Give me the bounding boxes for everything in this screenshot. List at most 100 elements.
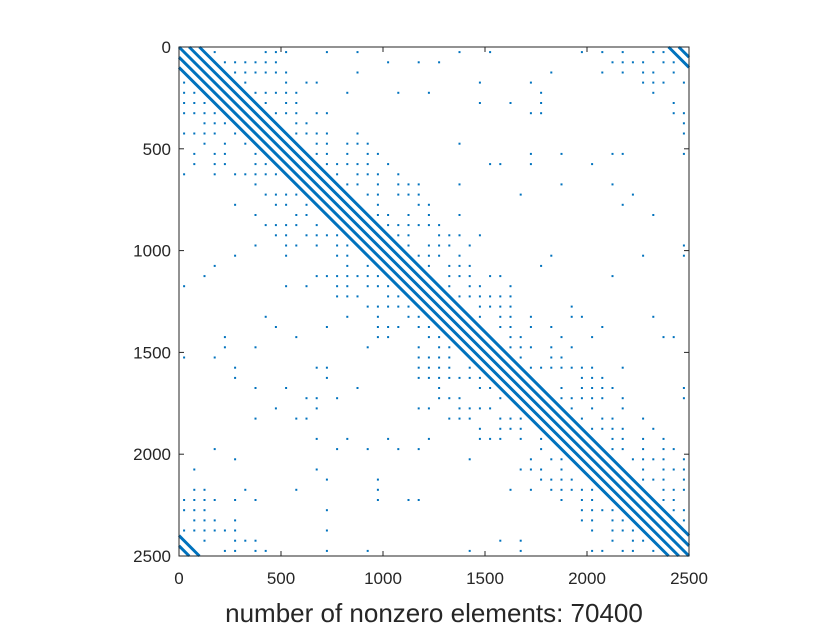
nonzero-marker xyxy=(499,315,502,318)
nonzero-marker xyxy=(448,356,451,359)
nonzero-marker xyxy=(397,234,400,237)
nonzero-marker xyxy=(478,285,481,288)
nonzero-marker xyxy=(642,468,645,471)
nonzero-marker xyxy=(325,366,328,369)
nonzero-marker xyxy=(285,102,288,104)
x-axis-ticks: 0 500 1000 1500 2000 2500 xyxy=(174,47,708,588)
nonzero-marker xyxy=(468,376,471,379)
nonzero-marker xyxy=(489,163,492,166)
nonzero-marker xyxy=(580,366,583,369)
nonzero-marker xyxy=(315,224,318,227)
nonzero-marker xyxy=(203,539,206,542)
y-tick-label: 1500 xyxy=(133,343,171,362)
nonzero-marker xyxy=(560,356,563,359)
nonzero-marker xyxy=(346,285,349,288)
nonzero-marker xyxy=(621,549,624,552)
nonzero-marker xyxy=(468,549,471,552)
nonzero-marker xyxy=(499,397,502,400)
nonzero-marker xyxy=(550,366,553,369)
nonzero-marker xyxy=(366,275,369,278)
nonzero-marker xyxy=(213,132,216,135)
nonzero-marker xyxy=(540,437,543,440)
nonzero-marker xyxy=(295,193,298,196)
nonzero-marker xyxy=(264,61,267,64)
nonzero-marker xyxy=(203,519,206,522)
nonzero-marker xyxy=(642,458,645,461)
nonzero-marker xyxy=(244,173,247,176)
nonzero-marker xyxy=(325,478,328,481)
nonzero-marker xyxy=(315,437,318,440)
nonzero-marker xyxy=(509,285,512,288)
diagonal-band xyxy=(677,45,691,59)
nonzero-marker xyxy=(336,285,339,288)
nonzero-marker xyxy=(560,458,563,461)
nonzero-marker xyxy=(519,346,522,349)
nonzero-marker xyxy=(417,193,420,196)
nonzero-marker xyxy=(203,122,206,125)
nonzero-marker xyxy=(672,102,675,104)
nonzero-marker xyxy=(468,417,471,420)
nonzero-marker xyxy=(601,397,604,400)
nonzero-marker xyxy=(509,336,512,339)
nonzero-marker xyxy=(509,102,512,104)
x-tick-label: 500 xyxy=(267,569,295,588)
diagonal-band xyxy=(177,544,191,558)
nonzero-marker xyxy=(570,315,573,318)
nonzero-marker xyxy=(264,224,267,227)
nonzero-marker xyxy=(529,315,532,318)
nonzero-marker xyxy=(682,397,685,400)
nonzero-marker xyxy=(285,224,288,227)
nonzero-marker xyxy=(652,214,655,216)
nonzero-marker xyxy=(315,275,318,278)
nonzero-marker xyxy=(325,326,328,328)
nonzero-marker xyxy=(438,61,441,64)
nonzero-marker xyxy=(478,437,481,440)
nonzero-marker xyxy=(672,71,675,74)
nonzero-marker xyxy=(458,183,461,186)
nonzero-marker xyxy=(336,254,339,257)
nonzero-marker xyxy=(591,387,594,389)
nonzero-marker xyxy=(591,529,594,532)
nonzero-marker xyxy=(387,285,390,288)
nonzero-marker xyxy=(642,61,645,64)
nonzero-marker xyxy=(652,458,655,461)
nonzero-marker xyxy=(244,539,247,542)
nonzero-marker xyxy=(193,112,196,115)
nonzero-marker xyxy=(478,295,481,298)
nonzero-marker xyxy=(285,203,288,206)
nonzero-marker xyxy=(264,173,267,176)
nonzero-marker xyxy=(427,336,430,339)
nonzero-marker xyxy=(468,285,471,288)
nonzero-marker xyxy=(213,499,216,501)
nonzero-marker xyxy=(509,295,512,298)
nonzero-marker xyxy=(672,112,675,115)
nonzero-marker xyxy=(417,366,420,369)
nonzero-marker xyxy=(438,244,441,247)
nonzero-marker xyxy=(662,437,665,440)
nonzero-marker xyxy=(611,183,614,186)
nonzero-marker xyxy=(560,366,563,369)
nonzero-marker xyxy=(305,81,308,84)
y-tick-label: 0 xyxy=(162,38,171,57)
nonzero-marker xyxy=(529,488,532,491)
nonzero-marker xyxy=(652,478,655,481)
nonzero-marker xyxy=(254,91,257,94)
nonzero-marker xyxy=(468,244,471,247)
nonzero-marker xyxy=(611,387,614,389)
nonzero-marker xyxy=(285,81,288,84)
nonzero-marker xyxy=(315,468,318,471)
nonzero-marker xyxy=(427,366,430,369)
y-tick-label: 2500 xyxy=(133,547,171,566)
nonzero-marker xyxy=(295,102,298,104)
nonzero-marker xyxy=(387,295,390,298)
nonzero-marker xyxy=(295,224,298,227)
nonzero-marker xyxy=(417,183,420,186)
nonzero-marker xyxy=(529,81,532,84)
y-axis-ticks: 0 500 1000 1500 2000 2500 xyxy=(133,38,689,566)
nonzero-marker xyxy=(366,549,369,552)
nonzero-marker xyxy=(295,214,298,216)
nonzero-marker xyxy=(356,71,359,74)
nonzero-marker xyxy=(407,214,410,216)
nonzero-marker xyxy=(652,81,655,84)
nonzero-marker xyxy=(631,539,634,542)
